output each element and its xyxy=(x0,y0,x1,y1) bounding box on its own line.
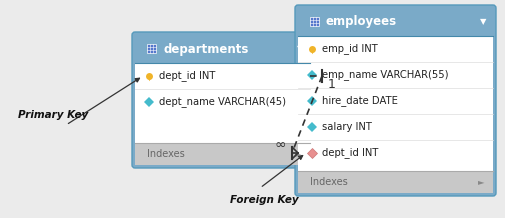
Bar xyxy=(310,17,319,27)
Text: dept_id INT: dept_id INT xyxy=(159,71,215,82)
Text: ▼: ▼ xyxy=(480,17,486,27)
Text: ►: ► xyxy=(478,177,484,187)
Text: departments: departments xyxy=(163,43,248,56)
Text: Indexes: Indexes xyxy=(147,149,185,159)
Text: salary INT: salary INT xyxy=(322,122,372,132)
Bar xyxy=(298,171,493,193)
Text: dept_id INT: dept_id INT xyxy=(322,148,378,158)
Bar xyxy=(146,44,156,53)
Text: dept_name VARCHAR(45): dept_name VARCHAR(45) xyxy=(159,97,286,107)
Text: Primary Key: Primary Key xyxy=(18,110,88,120)
Text: ▼: ▼ xyxy=(297,44,303,53)
Text: Foreign Key: Foreign Key xyxy=(230,195,298,205)
Text: hire_date DATE: hire_date DATE xyxy=(322,95,398,106)
Text: ∞: ∞ xyxy=(274,138,286,152)
FancyBboxPatch shape xyxy=(132,32,313,168)
Text: 1: 1 xyxy=(328,78,336,90)
Bar xyxy=(135,143,310,165)
Bar xyxy=(135,63,310,143)
Bar xyxy=(298,36,493,171)
Text: emp_id INT: emp_id INT xyxy=(322,44,378,54)
Text: ►: ► xyxy=(295,150,301,158)
Text: Indexes: Indexes xyxy=(310,177,348,187)
Text: emp_name VARCHAR(55): emp_name VARCHAR(55) xyxy=(322,70,448,80)
FancyBboxPatch shape xyxy=(295,5,496,196)
Text: employees: employees xyxy=(326,15,397,29)
